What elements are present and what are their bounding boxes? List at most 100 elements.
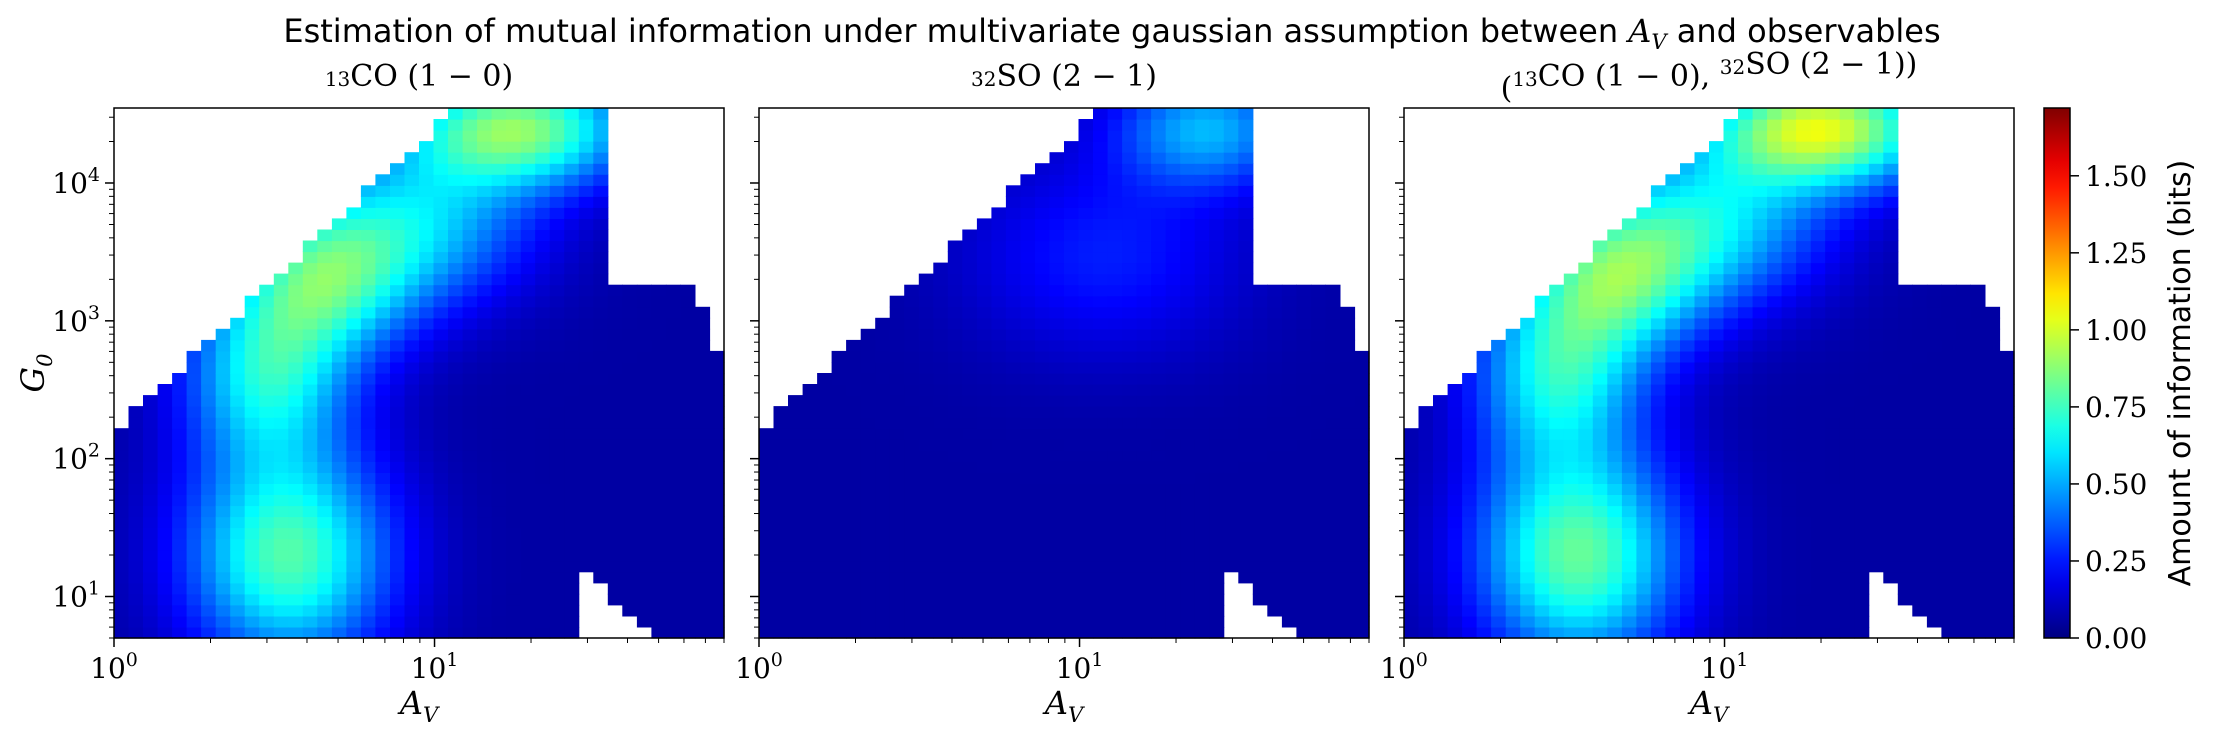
heatmap-cell: [962, 306, 978, 319]
heatmap-cell: [1592, 373, 1608, 385]
heatmap-cell: [143, 417, 159, 429]
heatmap-cell: [433, 615, 449, 628]
heatmap-cell: [976, 240, 992, 253]
heatmap-cell: [1491, 472, 1507, 484]
heatmap-cell: [114, 483, 130, 495]
heatmap-cell: [549, 439, 565, 451]
heatmap-cell: [448, 207, 464, 219]
heatmap-cell: [773, 439, 789, 451]
heatmap-cell: [875, 461, 891, 473]
heatmap-cell: [1476, 472, 1492, 484]
heatmap-cell: [695, 406, 711, 418]
heatmap-cell: [593, 163, 609, 175]
heatmap-cell: [1267, 450, 1283, 462]
heatmap-cell: [1752, 229, 1768, 242]
heatmap-cell: [1650, 615, 1666, 628]
heatmap-cell: [1238, 494, 1254, 507]
heatmap-cell: [433, 439, 449, 451]
heatmap-cell: [1868, 317, 1884, 330]
heatmap-cell: [1005, 450, 1021, 462]
heatmap-cell: [506, 240, 522, 253]
heatmap-cell: [636, 571, 652, 584]
heatmap-cell: [1093, 472, 1109, 484]
heatmap-cell: [1223, 119, 1239, 131]
heatmap-cell: [128, 604, 144, 617]
heatmap-cell: [665, 571, 681, 584]
heatmap-cell: [1738, 141, 1754, 153]
heatmap-cell: [491, 417, 507, 429]
heatmap-cell: [1723, 461, 1739, 473]
heatmap-cell: [1883, 273, 1899, 286]
heatmap-cell: [520, 174, 536, 186]
heatmap-cell: [1180, 262, 1196, 275]
heatmap-cell: [1781, 350, 1797, 363]
heatmap-cell: [1985, 549, 2001, 562]
heatmap-cell: [1035, 185, 1051, 197]
heatmap-cell: [1607, 461, 1623, 473]
heatmap-cell: [976, 284, 992, 297]
heatmap-cell: [1607, 406, 1623, 418]
heatmap-cell: [448, 240, 464, 253]
heatmap-cell: [1165, 417, 1181, 429]
heatmap-cell: [564, 604, 580, 617]
heatmap-cell: [1223, 251, 1239, 264]
heatmap-cell: [1180, 516, 1196, 529]
heatmap-cell: [1404, 428, 1420, 440]
heatmap-cell: [506, 174, 522, 186]
heatmap-cell: [1122, 527, 1138, 540]
heatmap-cell: [831, 461, 847, 473]
heatmap-cell: [665, 295, 681, 308]
heatmap-cell: [1462, 571, 1478, 584]
heatmap-cell: [651, 615, 667, 628]
heatmap-cell: [1825, 472, 1841, 484]
heatmap-cell: [1926, 571, 1942, 584]
heatmap-cell: [215, 549, 231, 562]
heatmap-cell: [288, 284, 304, 297]
heatmap-cell: [1354, 350, 1370, 363]
heatmap-cell: [1223, 428, 1239, 440]
heatmap-cell: [448, 362, 464, 374]
heatmap-cell: [1194, 428, 1210, 440]
heatmap-cell: [477, 350, 493, 363]
heatmap-cell: [1165, 152, 1181, 164]
heatmap-cell: [1825, 350, 1841, 363]
heatmap-cell: [1563, 439, 1579, 451]
heatmap-cell: [433, 428, 449, 440]
heatmap-cell: [578, 185, 594, 197]
heatmap-cell: [918, 483, 934, 495]
heatmap-cell: [622, 395, 638, 407]
heatmap-cell: [636, 395, 652, 407]
heatmap-cell: [1854, 582, 1870, 595]
heatmap-cell: [114, 505, 130, 518]
heatmap-cell: [947, 428, 963, 440]
heatmap-cell: [1796, 472, 1812, 484]
heatmap-cell: [1738, 384, 1754, 396]
heatmap-cell: [1122, 152, 1138, 164]
heatmap-cell: [506, 560, 522, 573]
heatmap-cell: [831, 373, 847, 385]
heatmap-cell: [875, 516, 891, 529]
heatmap-cell: [1078, 428, 1094, 440]
heatmap-cell: [1122, 163, 1138, 175]
heatmap-cell: [817, 571, 833, 584]
heatmap-cell: [1209, 461, 1225, 473]
heatmap-cell: [1447, 627, 1463, 639]
heatmap-cell: [933, 362, 949, 374]
heatmap-cell: [1491, 350, 1507, 363]
heatmap-cell: [1738, 130, 1754, 142]
heatmap-cell: [1607, 229, 1623, 242]
colorbar-tick-label: 0.00: [2085, 622, 2147, 655]
heatmap-cell: [1049, 218, 1065, 230]
x-tick-label: 101: [411, 649, 459, 685]
heatmap-cell: [1078, 273, 1094, 286]
heatmap-cell: [1694, 450, 1710, 462]
heatmap-cell: [976, 273, 992, 286]
heatmap-cell: [433, 472, 449, 484]
heatmap-cell: [360, 185, 376, 197]
heatmap-cell: [1005, 350, 1021, 363]
heatmap-cell: [593, 494, 609, 507]
heatmap-cell: [817, 417, 833, 429]
heatmap-cell: [1563, 384, 1579, 396]
heatmap-cell: [1209, 373, 1225, 385]
heatmap-cell: [593, 417, 609, 429]
